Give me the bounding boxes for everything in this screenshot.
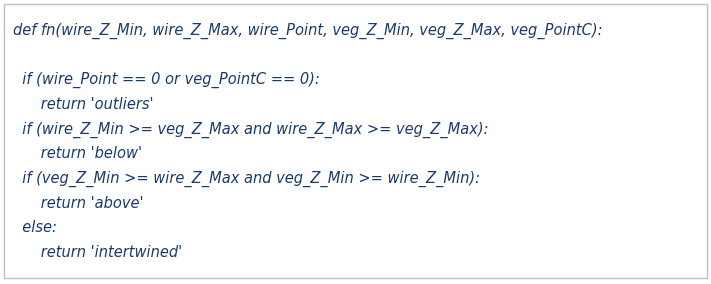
Text: else:: else: [13,220,57,235]
Text: def fn(wire_Z_Min, wire_Z_Max, wire_Point, veg_Z_Min, veg_Z_Max, veg_PointC):: def fn(wire_Z_Min, wire_Z_Max, wire_Poin… [13,23,602,39]
FancyBboxPatch shape [4,4,707,278]
Text: return 'outliers': return 'outliers' [13,97,154,112]
Text: if (wire_Point == 0 or veg_PointC == 0):: if (wire_Point == 0 or veg_PointC == 0): [13,72,319,88]
Text: if (veg_Z_Min >= wire_Z_Max and veg_Z_Min >= wire_Z_Min):: if (veg_Z_Min >= wire_Z_Max and veg_Z_Mi… [13,171,480,187]
Text: return 'intertwined': return 'intertwined' [13,245,182,260]
Text: return 'above': return 'above' [13,196,144,211]
Text: return 'below': return 'below' [13,146,141,161]
Text: if (wire_Z_Min >= veg_Z_Max and wire_Z_Max >= veg_Z_Max):: if (wire_Z_Min >= veg_Z_Max and wire_Z_M… [13,122,488,138]
